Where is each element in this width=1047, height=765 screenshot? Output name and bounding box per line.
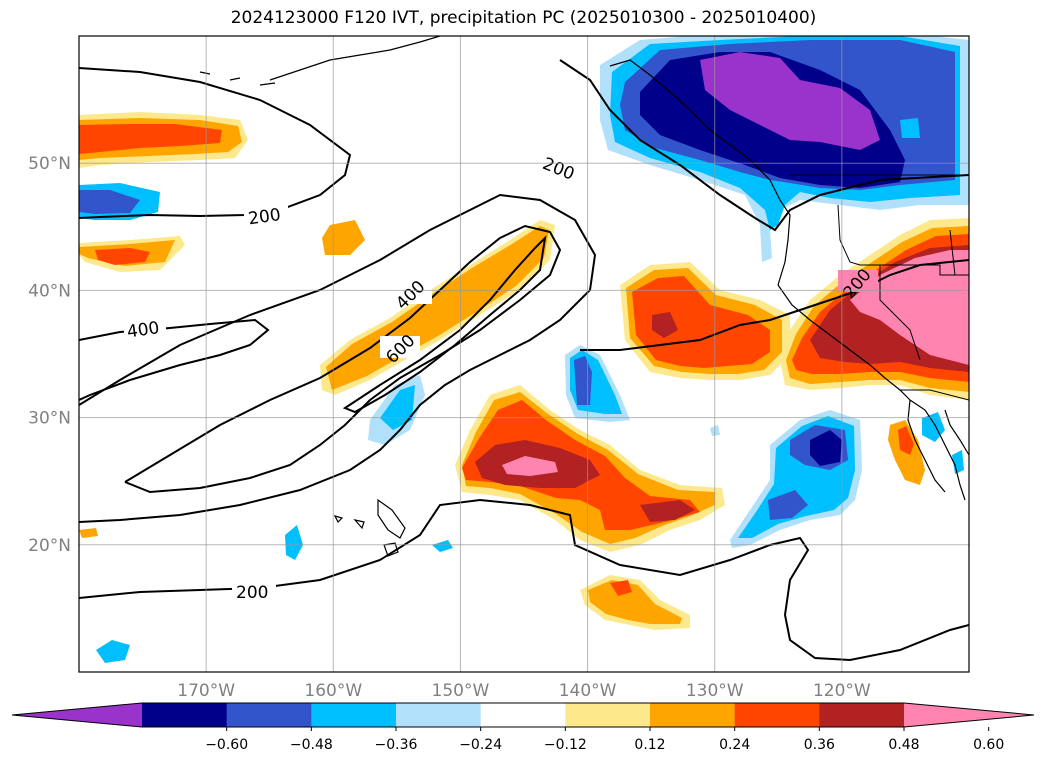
contour-label: 200 xyxy=(540,154,578,185)
political-borders xyxy=(790,174,969,401)
coastline-bc xyxy=(609,59,791,286)
negative-anomaly-pnw xyxy=(900,118,920,138)
negative-anomaly-pnw xyxy=(700,52,880,150)
coastlines xyxy=(199,36,969,557)
latitude-labels: 20°N 30°N 40°N 50°N xyxy=(28,154,71,556)
latitude-tick-label: 40°N xyxy=(28,281,71,301)
colorbar-extend-low xyxy=(12,703,142,727)
positive-anomaly-blob xyxy=(322,220,365,255)
latitude-tick-label: 30°N xyxy=(28,409,71,429)
colorbar-segment xyxy=(311,703,397,727)
colorbar-segment xyxy=(142,703,228,727)
coastline-alaska xyxy=(269,36,441,81)
colorbar-tick-label: 0.60 xyxy=(973,737,1004,753)
contour-label-bg xyxy=(124,318,166,338)
contour-label: 200 xyxy=(247,205,282,229)
longitude-tick-label: 120°W xyxy=(813,681,871,701)
colorbar: −0.60 −0.48 −0.36 −0.24 −0.12 0.12 0.24 0.36 0.4… xyxy=(11,702,1035,753)
colorbar-tick-label: 0.24 xyxy=(719,737,750,753)
ivt-contour-200 xyxy=(559,59,969,232)
positive-anomaly-central xyxy=(640,500,695,522)
ivt-contours xyxy=(79,59,969,662)
colorbar-extend-high xyxy=(904,703,1034,727)
negative-anomaly-west xyxy=(79,190,140,214)
longitude-tick-label: 160°W xyxy=(304,681,362,701)
ivt-contour-200 xyxy=(79,193,597,523)
colorbar-tick-label: 0.12 xyxy=(634,737,665,753)
positive-anomaly-central xyxy=(502,456,558,476)
coastline-aleutians xyxy=(199,71,276,86)
border-us-mexico xyxy=(900,389,969,401)
contour-label: 200 xyxy=(236,583,268,603)
colorbar-tick-label: 0.48 xyxy=(888,737,919,753)
positive-anomaly-small xyxy=(610,580,632,596)
contour-label-bg xyxy=(540,160,584,180)
ivt-contour-200 xyxy=(79,67,352,219)
positive-anomaly-west xyxy=(95,248,150,265)
hawaii-island xyxy=(353,519,365,530)
positive-anomaly-east xyxy=(652,312,678,338)
coastline-mexico-mainland xyxy=(944,409,969,456)
positive-anomaly-baja xyxy=(898,426,914,455)
colorbar-tick-label: −0.48 xyxy=(290,737,333,753)
coastline-west-us xyxy=(777,284,911,401)
colorbar-segment xyxy=(650,703,736,727)
coastline-baja xyxy=(907,399,966,501)
colorbar-tick-label: 0.36 xyxy=(804,737,835,753)
colorbar-tick-label: −0.36 xyxy=(375,737,418,753)
hawaii-island xyxy=(383,542,399,557)
latitude-tick-label: 20°N xyxy=(28,536,71,556)
border-us-states xyxy=(837,204,969,361)
colorbar-segment xyxy=(480,703,566,727)
positive-anomaly-band xyxy=(326,226,549,390)
graticule xyxy=(79,36,969,672)
positive-anomaly-small xyxy=(79,528,98,538)
map-title: 2024123000 F120 IVT, precipitation PC (2… xyxy=(230,8,817,28)
contour-label-bg xyxy=(838,270,878,292)
longitude-tick-label: 140°W xyxy=(559,681,617,701)
negative-anomaly-small xyxy=(285,525,303,560)
longitude-tick-label: 150°W xyxy=(432,681,490,701)
colorbar-tick-label: −0.24 xyxy=(459,737,502,753)
contour-label-bg xyxy=(244,204,288,226)
ivt-contour-200 xyxy=(79,498,969,662)
colorbar-segment xyxy=(734,703,820,727)
negative-anomaly-central xyxy=(380,385,415,430)
longitude-tick-label: 130°W xyxy=(686,681,744,701)
negative-anomaly-baja xyxy=(952,450,964,474)
positive-anomaly-small xyxy=(588,580,682,624)
hawaii-island xyxy=(377,498,406,539)
ivt-contour-600 xyxy=(342,235,547,414)
negative-anomaly-mexico xyxy=(810,430,842,466)
contour-label-bg xyxy=(390,282,432,304)
map-frame xyxy=(78,35,970,673)
colorbar-segment xyxy=(226,703,312,727)
colorbar-segment xyxy=(396,703,482,727)
ivt-contour-400 xyxy=(580,259,969,351)
ivt-contour-400 xyxy=(79,318,270,401)
colorbar-tick-label: −0.12 xyxy=(544,737,587,753)
negative-anomaly-small xyxy=(432,540,453,552)
contour-label-bg xyxy=(232,582,276,602)
contour-label-bg xyxy=(380,336,420,358)
ivt-contour-400 xyxy=(124,224,562,494)
precipitation-shading xyxy=(79,36,969,663)
colorbar-outline xyxy=(11,702,1035,728)
colorbar-segment xyxy=(565,703,651,727)
contour-label: 400 xyxy=(126,318,161,342)
longitude-labels: 170°W 160°W 150°W 140°W 130°W 120°W xyxy=(177,681,871,701)
negative-anomaly-small xyxy=(96,640,130,663)
colorbar-tick-label: −0.60 xyxy=(205,737,248,753)
hawaii-island xyxy=(333,515,344,524)
latitude-tick-label: 50°N xyxy=(28,154,71,174)
negative-anomaly-mexico xyxy=(768,490,808,520)
longitude-tick-label: 170°W xyxy=(177,681,235,701)
colorbar-segment xyxy=(819,703,905,727)
positive-anomaly-west xyxy=(79,124,222,154)
